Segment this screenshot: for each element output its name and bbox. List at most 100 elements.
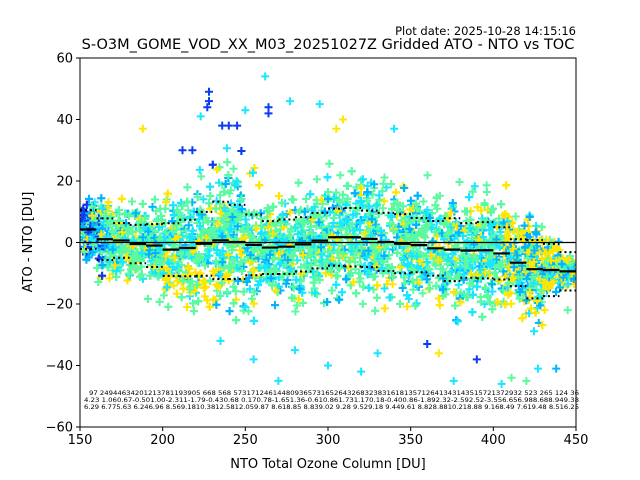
scatter-point — [423, 171, 432, 180]
scatter-point — [137, 270, 146, 279]
scatter-point — [408, 276, 417, 285]
scatter-point — [268, 281, 277, 290]
scatter-point — [356, 253, 364, 262]
scatter-point — [276, 218, 285, 227]
scatter-point — [481, 240, 490, 249]
scatter-point — [372, 262, 381, 271]
scatter-point — [237, 212, 246, 221]
scatter-point — [435, 215, 444, 224]
scatter-point — [88, 248, 97, 257]
scatter-point — [232, 316, 241, 325]
scatter-point — [409, 285, 418, 294]
scatter-point — [224, 171, 233, 180]
scatter-point — [97, 194, 106, 203]
scatter-point — [306, 222, 315, 231]
scatter-point — [338, 288, 346, 297]
scatter-point — [406, 196, 415, 205]
scatter-point — [380, 284, 389, 293]
scatter-point — [148, 202, 157, 211]
scatter-point — [311, 289, 320, 297]
scatter-point — [80, 248, 89, 256]
scatter-point — [486, 279, 495, 287]
scatter-point — [128, 227, 137, 236]
scatter-point — [378, 204, 387, 213]
scatter-point — [413, 191, 422, 200]
scatter-point — [347, 269, 356, 277]
scatter-point — [239, 287, 248, 296]
scatter-point — [518, 314, 527, 323]
scatter-point — [196, 222, 204, 231]
scatter-point — [213, 220, 222, 228]
scatter-point — [162, 283, 171, 292]
scatter-point — [522, 296, 531, 305]
scatter-point — [129, 256, 138, 265]
scatter-point — [112, 267, 121, 276]
scatter-point — [538, 321, 547, 330]
scatter-point — [193, 193, 202, 201]
scatter-point — [388, 245, 397, 254]
scatter-point — [226, 186, 235, 195]
scatter-point — [378, 187, 387, 196]
scatter-point — [325, 159, 334, 168]
scatter-point — [162, 198, 171, 207]
scatter-point — [287, 195, 296, 204]
scatter-point — [371, 306, 380, 315]
scatter-point — [222, 271, 231, 280]
scatter-point — [184, 221, 193, 230]
scatter-point — [256, 250, 265, 259]
scatter-point — [470, 182, 479, 191]
scatter-point — [197, 253, 205, 262]
scatter-point — [305, 244, 314, 253]
scatter-point — [184, 206, 193, 215]
scatter-point — [319, 230, 328, 239]
scatter-point — [173, 206, 182, 215]
scatter-point — [225, 307, 234, 316]
scatter-point — [197, 172, 206, 181]
scatter-point — [100, 217, 109, 226]
scatter-point — [299, 298, 307, 307]
scatter-point — [214, 271, 223, 280]
scatter-point — [383, 279, 392, 288]
scatter-point — [536, 301, 545, 310]
scatter-point — [446, 223, 455, 232]
scatter-point — [216, 291, 225, 300]
scatter-point — [401, 214, 410, 223]
scatter-point — [289, 282, 298, 291]
scatter-point — [527, 304, 535, 313]
scatter-point — [237, 205, 246, 214]
scatter-point — [264, 231, 273, 240]
scatter-point — [199, 226, 208, 235]
scatter-point — [452, 266, 461, 275]
scatter-point — [278, 211, 287, 219]
scatter-point — [385, 293, 394, 302]
scatter-point — [94, 254, 103, 263]
scatter-point — [244, 223, 252, 231]
scatter-point — [121, 244, 129, 253]
scatter-point — [485, 225, 494, 234]
scatter-point — [224, 251, 233, 259]
scatter-point — [476, 266, 485, 274]
scatter-point — [454, 280, 463, 289]
scatter-point — [468, 263, 477, 272]
scatter-point — [456, 264, 465, 273]
scatter-point — [241, 233, 250, 242]
scatter-point — [513, 251, 522, 260]
scatter-point — [155, 297, 164, 306]
scatter-point — [283, 276, 292, 284]
scatter-point — [190, 287, 199, 296]
scatter-point — [332, 280, 341, 289]
scatter-point — [159, 291, 168, 300]
scatter-point — [343, 181, 352, 190]
scatter-point — [286, 208, 295, 217]
scatter-point — [242, 277, 251, 286]
scatter-point — [446, 208, 455, 217]
scatter-point — [405, 224, 414, 233]
scatter-point — [468, 274, 477, 283]
scatter-point — [307, 230, 316, 238]
scatter-point — [296, 245, 305, 254]
scatter-point — [138, 199, 147, 208]
scatter-point — [270, 219, 278, 228]
scatter-point — [419, 231, 428, 240]
scatter-point — [249, 234, 258, 242]
